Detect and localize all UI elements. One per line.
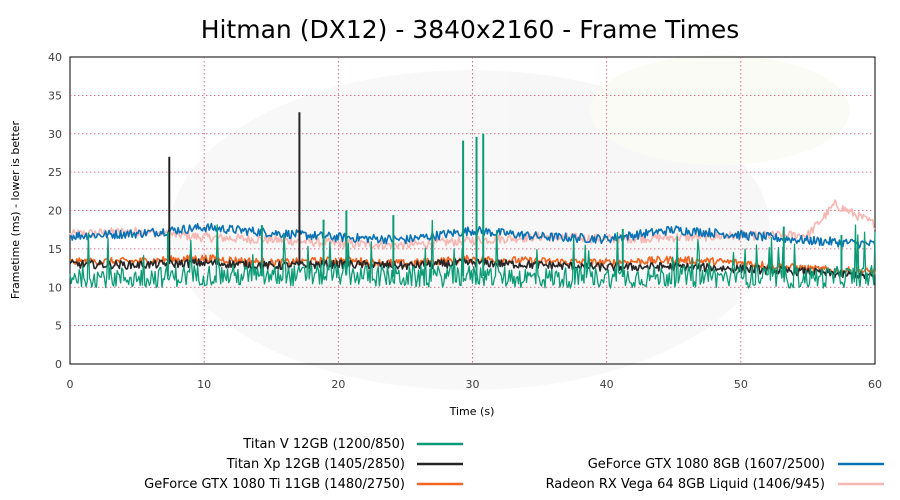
- x-tick-label: 50: [734, 378, 748, 391]
- y-tick-label: 35: [48, 89, 62, 102]
- x-tick-label: 60: [868, 378, 882, 391]
- y-tick-label: 0: [55, 358, 62, 371]
- y-tick-label: 40: [48, 51, 62, 64]
- x-axis-ticks: 0 10 20 30 40 50 60: [67, 378, 883, 391]
- watermark-logo: [170, 55, 850, 390]
- legend-label: Titan V 12GB (1200/850): [242, 437, 405, 452]
- x-tick-label: 0: [67, 378, 74, 391]
- x-tick-label: 40: [600, 378, 614, 391]
- x-tick-label: 30: [466, 378, 480, 391]
- legend-label: GeForce GTX 1080 Ti 11GB (1480/2750): [144, 477, 405, 492]
- chart-title: Hitman (DX12) - 3840x2160 - Frame Times: [201, 15, 740, 44]
- x-tick-label: 20: [331, 378, 345, 391]
- x-axis-label: Time (s): [449, 405, 495, 418]
- y-axis-label: Frametime (ms) - lower is better: [9, 120, 22, 299]
- y-tick-label: 15: [48, 243, 62, 256]
- series-line-2: [69, 254, 876, 276]
- legend-label: Titan Xp 12GB (1405/2850): [226, 457, 405, 472]
- x-tick-label: 10: [197, 378, 211, 391]
- y-tick-label: 30: [48, 128, 62, 141]
- legend-label: Radeon RX Vega 64 8GB Liquid (1406/945): [546, 477, 825, 492]
- series-line-1: [69, 258, 876, 280]
- y-tick-label: 10: [48, 281, 62, 294]
- series-line-4: [69, 199, 876, 250]
- series-line-0: [69, 219, 876, 289]
- legend: Titan V 12GB (1200/850) Titan Xp 12GB (14…: [144, 437, 884, 492]
- series-lines: [69, 112, 876, 289]
- y-axis-ticks: 0 5 10 15 20 25 30 35 40: [48, 51, 62, 371]
- legend-label: GeForce GTX 1080 8GB (1607/2500): [588, 457, 825, 472]
- y-tick-label: 25: [48, 166, 62, 179]
- y-tick-label: 5: [55, 320, 62, 333]
- y-tick-label: 20: [48, 205, 62, 218]
- series-line-3: [69, 222, 876, 249]
